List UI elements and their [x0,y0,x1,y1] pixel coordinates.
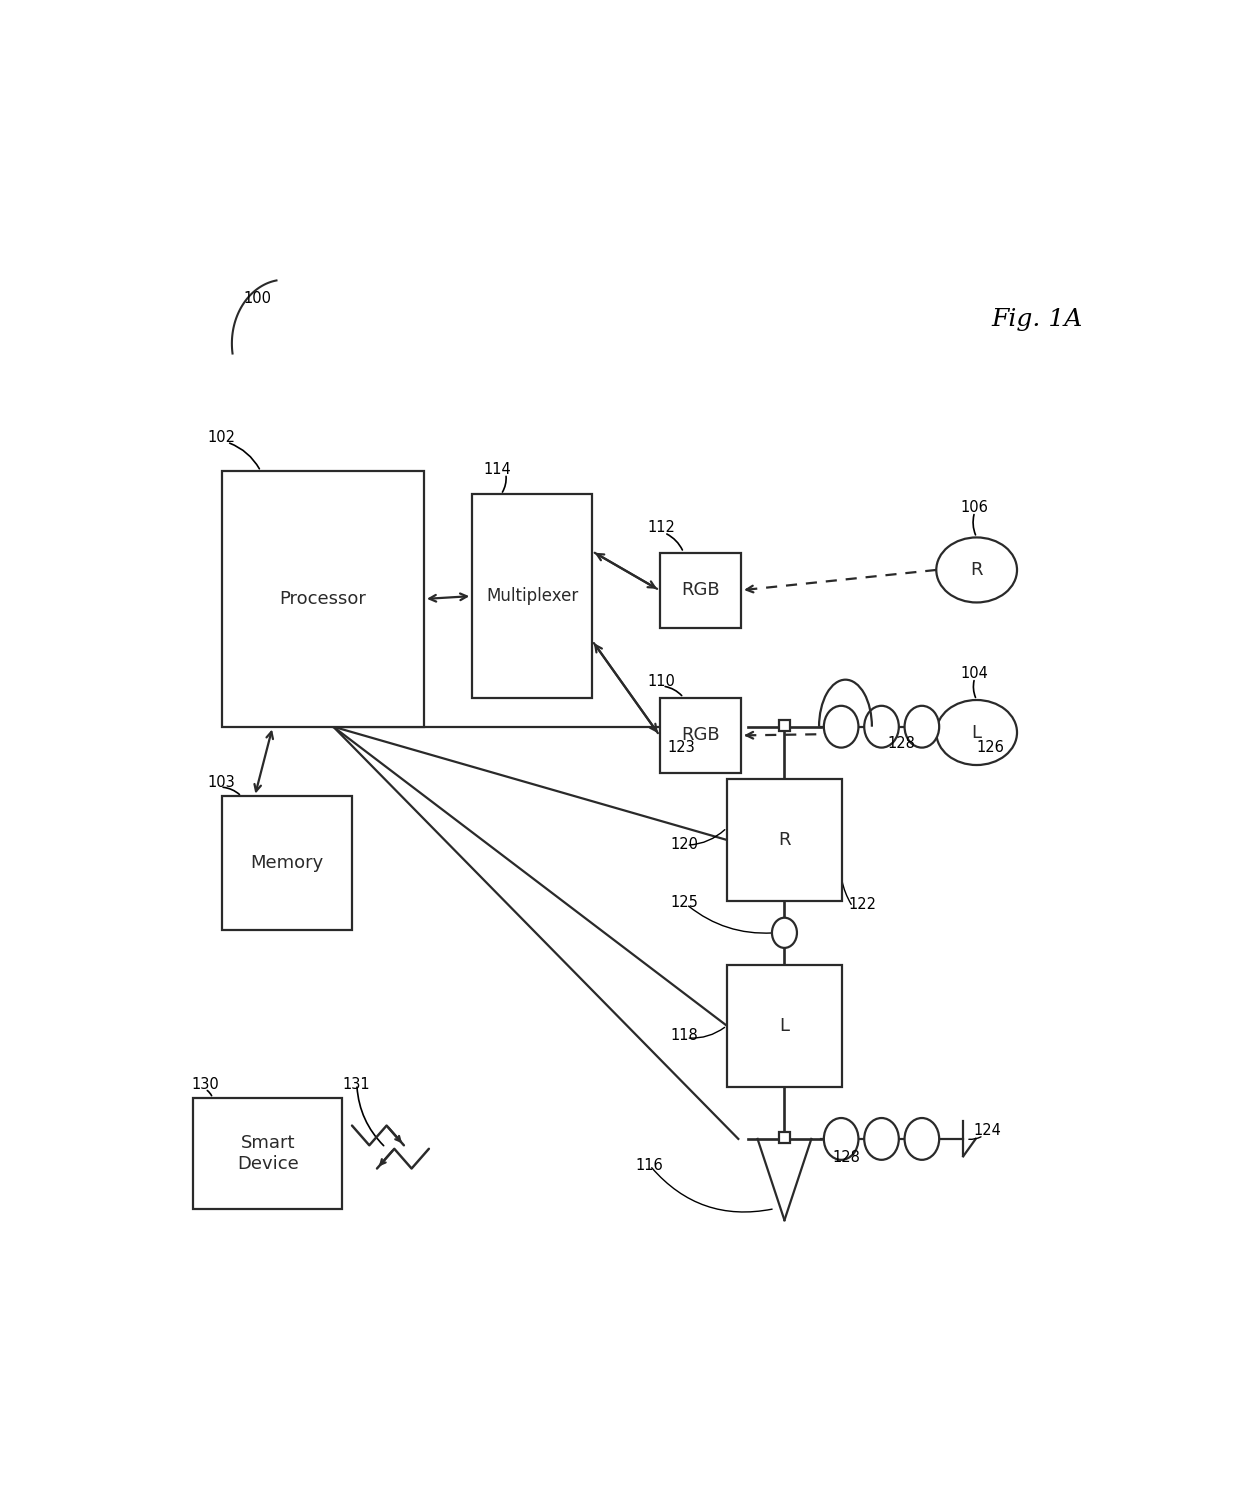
Text: 114: 114 [484,461,511,477]
Text: 123: 123 [667,740,694,756]
Text: Processor: Processor [280,590,367,608]
Text: 103: 103 [208,775,236,790]
Text: 130: 130 [191,1077,219,1092]
FancyBboxPatch shape [727,780,842,900]
FancyBboxPatch shape [779,719,790,731]
FancyBboxPatch shape [779,1133,790,1143]
Text: RGB: RGB [681,727,719,745]
Text: 126: 126 [977,740,1004,756]
Text: L: L [972,724,982,742]
Text: 122: 122 [849,897,877,912]
Circle shape [773,918,797,949]
Text: L: L [780,1016,790,1034]
FancyBboxPatch shape [222,470,424,727]
FancyBboxPatch shape [660,552,742,627]
FancyBboxPatch shape [193,1098,342,1208]
Text: Memory: Memory [250,854,324,872]
Text: 131: 131 [342,1077,370,1092]
Text: R: R [971,561,983,579]
Text: 116: 116 [635,1158,663,1173]
Text: Smart
Device: Smart Device [237,1134,299,1173]
Ellipse shape [936,700,1017,765]
Circle shape [775,921,794,944]
Text: 124: 124 [973,1123,1002,1139]
Text: 120: 120 [670,837,698,852]
Circle shape [823,1117,858,1160]
Text: 112: 112 [647,520,675,535]
Text: R: R [779,831,791,849]
Text: Fig. 1A: Fig. 1A [991,308,1083,332]
FancyBboxPatch shape [727,965,842,1087]
Circle shape [905,1117,939,1160]
Text: 128: 128 [888,736,915,751]
Text: Multiplexer: Multiplexer [486,587,578,605]
Text: 102: 102 [208,430,236,445]
FancyBboxPatch shape [222,796,352,930]
Text: 100: 100 [243,291,272,306]
Text: 110: 110 [647,674,675,689]
Text: 106: 106 [960,499,988,514]
Text: 118: 118 [670,1028,698,1044]
Text: 104: 104 [960,667,988,682]
FancyBboxPatch shape [472,495,593,698]
Circle shape [905,706,939,748]
Ellipse shape [936,537,1017,603]
Circle shape [823,706,858,748]
Circle shape [864,706,899,748]
Text: 125: 125 [670,894,698,909]
Text: RGB: RGB [681,581,719,599]
FancyBboxPatch shape [660,698,742,774]
Text: 128: 128 [832,1151,861,1166]
Circle shape [864,1117,899,1160]
